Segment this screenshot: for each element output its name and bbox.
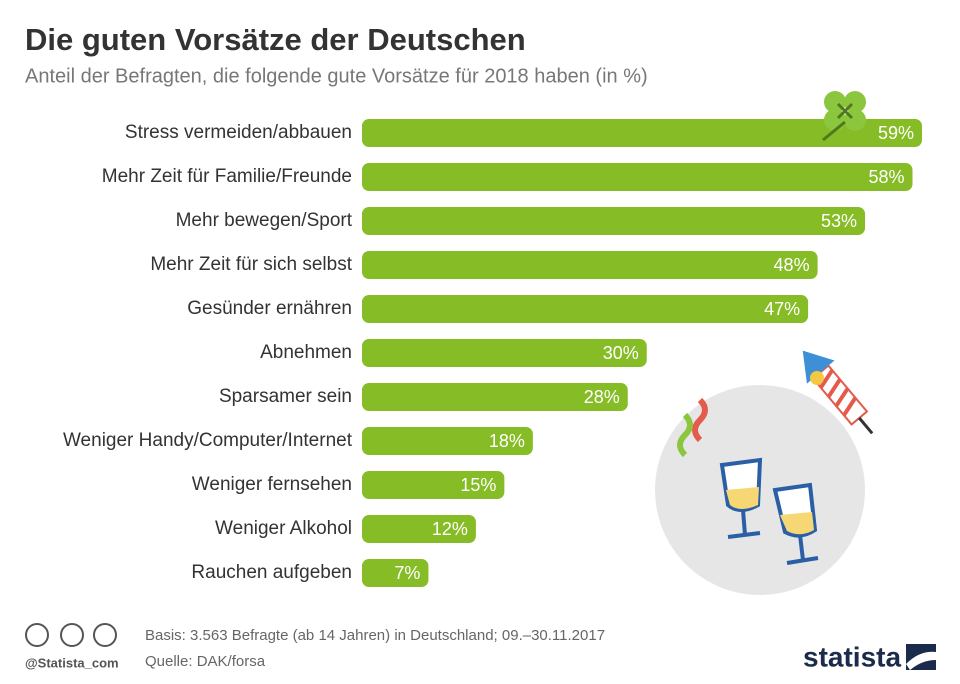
bar [362,251,818,279]
value-label: 7% [394,563,420,583]
handle: @Statista_com [25,655,119,670]
value-label: 15% [460,475,496,495]
category-label: Weniger fernsehen [192,474,352,495]
value-label: 53% [821,211,857,231]
value-label: 59% [878,123,914,143]
category-label: Mehr Zeit für Familie/Freunde [102,166,352,187]
category-label: Stress vermeiden/abbauen [125,122,352,143]
category-label: Mehr Zeit für sich selbst [150,254,352,275]
category-label: Weniger Alkohol [215,518,352,539]
bar [362,383,628,411]
category-label: Abnehmen [260,342,352,363]
value-label: 12% [432,519,468,539]
source-note: Quelle: DAK/forsa [145,653,266,670]
value-label: 30% [603,343,639,363]
category-label: Gesünder ernähren [187,298,352,319]
value-label: 18% [489,431,525,451]
decoration [655,91,874,595]
value-label: 48% [774,255,810,275]
bar [362,163,913,191]
bar [362,471,505,499]
category-label: Weniger Handy/Computer/Internet [63,430,353,451]
license-icons [25,623,117,647]
brand-logo [906,644,936,670]
bar [362,295,809,323]
bar [362,515,476,543]
value-label: 58% [868,167,904,187]
value-label: 47% [764,299,800,319]
bar [362,119,922,147]
value-label: 28% [584,387,620,407]
chart-title: Die guten Vorsätze der Deutschen [25,22,526,57]
category-label: Rauchen aufgeben [191,562,352,583]
basis-note: Basis: 3.563 Befragte (ab 14 Jahren) in … [145,627,605,644]
bar [362,339,647,367]
bar [362,559,429,587]
bar [362,427,533,455]
brand: statista [803,641,901,672]
bar [362,207,866,235]
chart-subtitle: Anteil der Befragten, die folgende gute … [25,65,648,87]
category-label: Mehr bewegen/Sport [176,210,353,231]
category-label: Sparsamer sein [219,386,352,407]
